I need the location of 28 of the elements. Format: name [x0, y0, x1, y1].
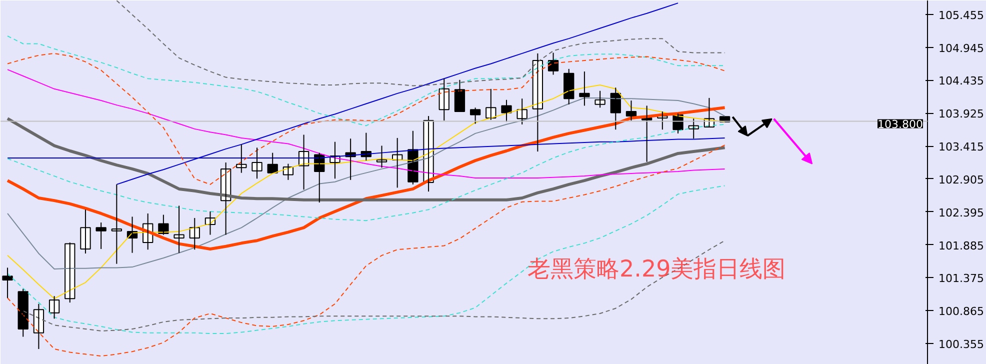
y-tick-label: 101.885: [938, 239, 984, 252]
candlestick: [96, 222, 106, 250]
candlestick: [111, 184, 122, 264]
candlestick: [2, 267, 13, 299]
ref-line-label: 103.800: [878, 118, 923, 132]
y-tick-label: 103.415: [938, 140, 984, 154]
line-series: [6, 106, 726, 250]
y-tick-label: 102.905: [938, 173, 984, 186]
candlestick: [80, 209, 91, 254]
y-tick-label: 105.455: [938, 8, 984, 22]
line-series: [7, 69, 726, 178]
candlestick: [376, 145, 388, 168]
candlestick: [174, 205, 184, 254]
line-series: [7, 52, 726, 185]
y-tick-label: 104.945: [938, 42, 984, 55]
line-series: [6, 117, 726, 202]
line-series: [116, 0, 726, 86]
y-tick-label: 103.925: [938, 108, 984, 121]
y-tick-label: 100.865: [938, 305, 984, 318]
candlestick: [594, 90, 606, 108]
line-series: [7, 35, 726, 126]
y-tick-label: 102.395: [938, 206, 984, 220]
y-tick-label: 101.375: [938, 272, 984, 286]
y-tick-label: 104.435: [938, 74, 984, 88]
annotation: 老黑策略2.29美指日线图: [528, 256, 786, 282]
y-tick-label: 100.355: [938, 338, 984, 352]
candlestick: [252, 147, 262, 180]
candlestick: [501, 99, 512, 122]
